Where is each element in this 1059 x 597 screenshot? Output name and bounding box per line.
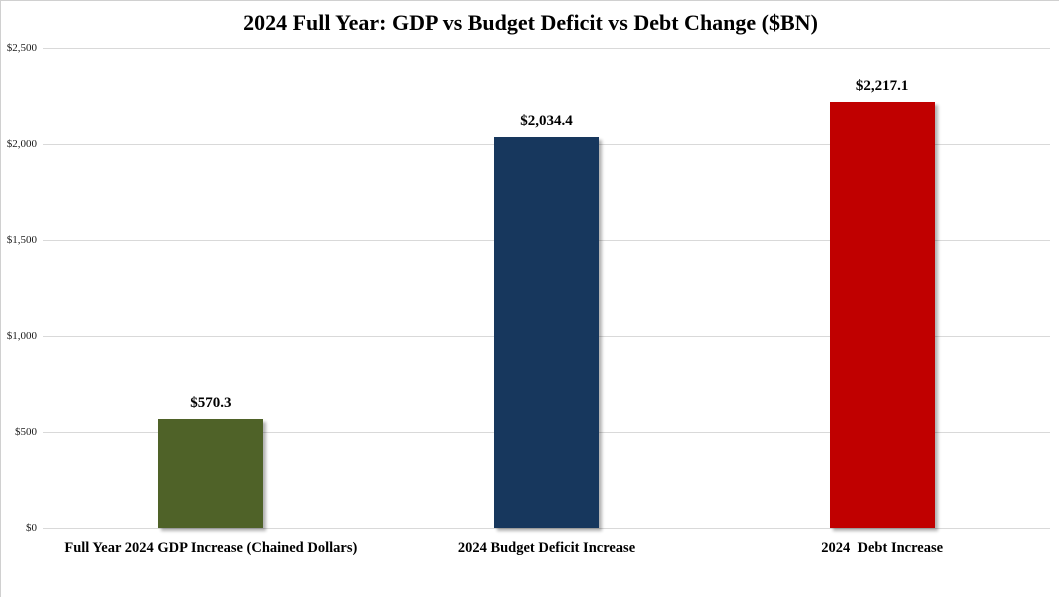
bar-2 [494,137,599,528]
x-axis-category-label: 2024 Debt Increase [821,540,944,556]
bar-value-label: $2,217.1 [855,78,909,95]
bar-value-label: $2,034.4 [520,113,573,130]
y-axis-tick-label: $2,500 [6,42,37,54]
y-axis-tick-label: $2,000 [6,138,37,150]
bar-value-label: $570.3 [190,394,232,411]
gridline-2500 [43,48,1050,49]
gridline-0 [43,528,1050,529]
y-axis-tick-label: $1,000 [6,330,37,342]
y-axis-tick-label: $1,500 [6,234,37,246]
y-axis-tick-label: $0 [26,522,37,534]
chart-title: 2024 Full Year: GDP vs Budget Deficit vs… [243,10,818,35]
x-axis-category-label: Full Year 2024 GDP Increase (Chained Dol… [64,540,358,556]
y-axis-tick-label: $500 [15,426,37,438]
bar-1 [158,418,264,528]
x-axis-category-label: 2024 Budget Deficit Increase [457,540,636,556]
bar-3 [829,102,935,528]
